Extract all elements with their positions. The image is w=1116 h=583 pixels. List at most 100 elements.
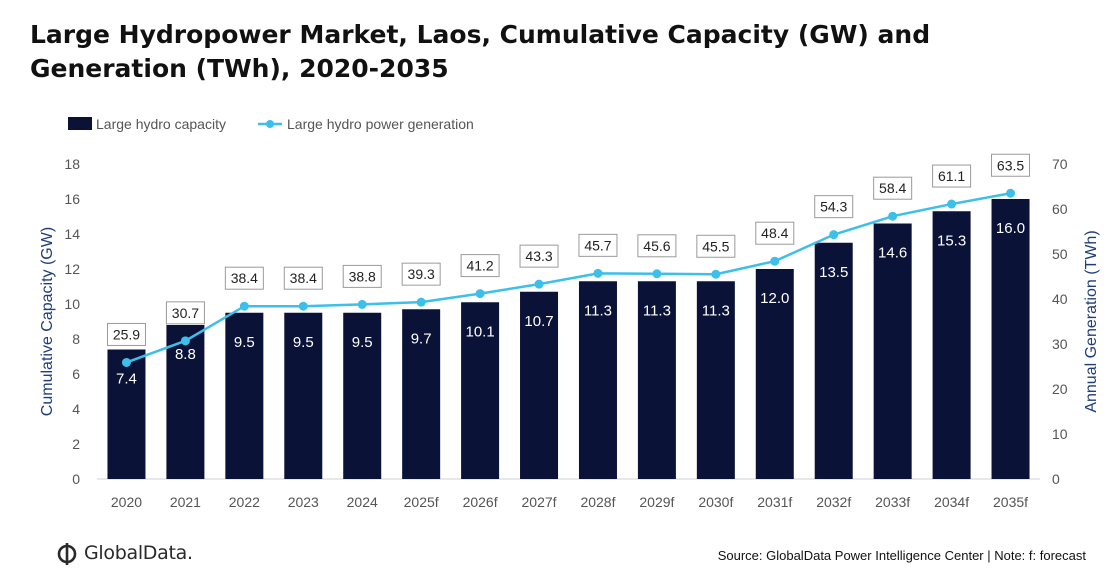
globaldata-logo-text: GlobalData. [84, 542, 193, 564]
x-tick-label: 2031f [757, 494, 792, 510]
generation-label: 58.4 [879, 180, 906, 196]
generation-label: 38.8 [349, 268, 376, 284]
x-tick-label: 2030f [698, 494, 733, 510]
generation-line [126, 192, 1011, 364]
y-left-axis-title: Cumulative Capacity (GW) [39, 227, 56, 416]
legend-bar-label: Large hydro capacity [96, 116, 226, 132]
y-right-tick-label: 60 [1052, 201, 1068, 217]
generation-label-box [814, 195, 854, 219]
generation-label-box [991, 153, 1031, 177]
generation-label-box [401, 262, 441, 286]
generation-point [711, 269, 721, 279]
y-right-tick-label: 30 [1052, 336, 1068, 352]
x-tick-label: 2034f [934, 494, 969, 510]
capacity-bar-label: 11.3 [584, 302, 612, 319]
generation-point [770, 256, 780, 266]
capacity-bar [225, 312, 264, 479]
generation-label-box [283, 266, 323, 290]
generation-point [829, 230, 839, 240]
capacity-bar-label: 11.3 [702, 302, 730, 319]
capacity-bar-label: 12.0 [760, 290, 789, 307]
legend-bar-swatch [68, 117, 92, 130]
globaldata-logo-icon [57, 543, 77, 565]
capacity-bar-label: 9.5 [234, 334, 255, 351]
x-tick-label: 2025f [404, 494, 439, 510]
generation-label-box [873, 176, 913, 200]
generation-point [593, 268, 603, 278]
generation-label-box [106, 322, 146, 346]
y-left-tick-label: 6 [72, 366, 80, 382]
y-left-tick-label: 16 [64, 191, 80, 207]
x-tick-label: 2032f [816, 494, 851, 510]
generation-label: 30.7 [172, 305, 199, 321]
generation-point [121, 357, 131, 367]
chart-title: Large Hydropower Market, Laos, Cumulativ… [30, 20, 931, 83]
x-tick-label: 2024 [347, 494, 378, 510]
generation-point [534, 279, 544, 289]
generation-point [357, 299, 367, 309]
capacity-bar [873, 223, 912, 479]
capacity-bar-label: 14.6 [878, 245, 907, 262]
y-right-tick-label: 40 [1052, 291, 1068, 307]
capacity-bar-label: 13.5 [819, 264, 848, 281]
capacity-bar-label: 16.0 [996, 220, 1025, 237]
capacity-bar-label: 9.5 [352, 334, 373, 351]
x-tick-label: 2028f [580, 494, 615, 510]
capacity-bar-label: 7.4 [116, 371, 137, 388]
y-left-tick-label: 2 [72, 436, 80, 452]
generation-label: 48.4 [761, 225, 788, 241]
y-left-tick-label: 12 [64, 261, 80, 277]
capacity-bar [402, 309, 441, 479]
capacity-bar-label: 11.3 [643, 302, 671, 319]
capacity-bar [814, 242, 853, 479]
generation-label: 45.6 [643, 238, 670, 254]
y-left-tick-label: 8 [72, 331, 80, 347]
capacity-bar-label: 15.3 [937, 232, 966, 249]
legend-line-label: Large hydro power generation [287, 116, 474, 132]
generation-point [888, 211, 898, 221]
generation-label-box [755, 221, 795, 245]
generation-point [298, 301, 308, 311]
generation-label-box [460, 254, 500, 278]
generation-point [475, 289, 485, 299]
capacity-bar [520, 291, 559, 479]
y-right-tick-label: 70 [1052, 156, 1068, 172]
generation-label: 39.3 [408, 266, 435, 282]
x-tick-label: 2035f [993, 494, 1028, 510]
y-right-tick-label: 0 [1052, 471, 1060, 487]
generation-label: 43.3 [525, 248, 552, 264]
generation-label: 41.2 [466, 258, 493, 274]
x-tick-label: 2023 [288, 494, 319, 510]
source-note: Source: GlobalData Power Intelligence Ce… [717, 548, 1086, 563]
y-left-tick-label: 18 [64, 156, 80, 172]
generation-point [947, 199, 957, 209]
legend-line-marker [266, 120, 274, 128]
y-left-tick-label: 4 [72, 401, 80, 417]
capacity-bar-label: 10.7 [524, 313, 553, 330]
generation-label-box [578, 233, 618, 257]
x-tick-label: 2022 [229, 494, 260, 510]
y-right-tick-label: 10 [1052, 426, 1068, 442]
capacity-bar-label: 9.5 [293, 334, 314, 351]
generation-label-box [637, 234, 677, 258]
generation-label: 38.4 [231, 270, 258, 286]
generation-label: 25.9 [113, 326, 140, 342]
capacity-bar [696, 281, 735, 479]
x-tick-label: 2027f [522, 494, 557, 510]
y-left-tick-label: 14 [64, 226, 80, 242]
generation-label-box [519, 244, 559, 268]
capacity-bar [461, 302, 500, 479]
capacity-bar-label: 8.8 [175, 346, 196, 363]
generation-label: 45.7 [584, 237, 611, 253]
capacity-bar-label: 9.7 [411, 330, 432, 347]
capacity-bar [107, 349, 146, 479]
generation-label: 54.3 [820, 199, 847, 215]
generation-label-box [342, 264, 382, 288]
generation-point [1006, 188, 1016, 198]
generation-label-box [165, 301, 205, 325]
x-tick-label: 2021 [170, 494, 201, 510]
capacity-bar [637, 281, 676, 479]
generation-label-box [932, 164, 972, 188]
capacity-bar [166, 325, 205, 479]
